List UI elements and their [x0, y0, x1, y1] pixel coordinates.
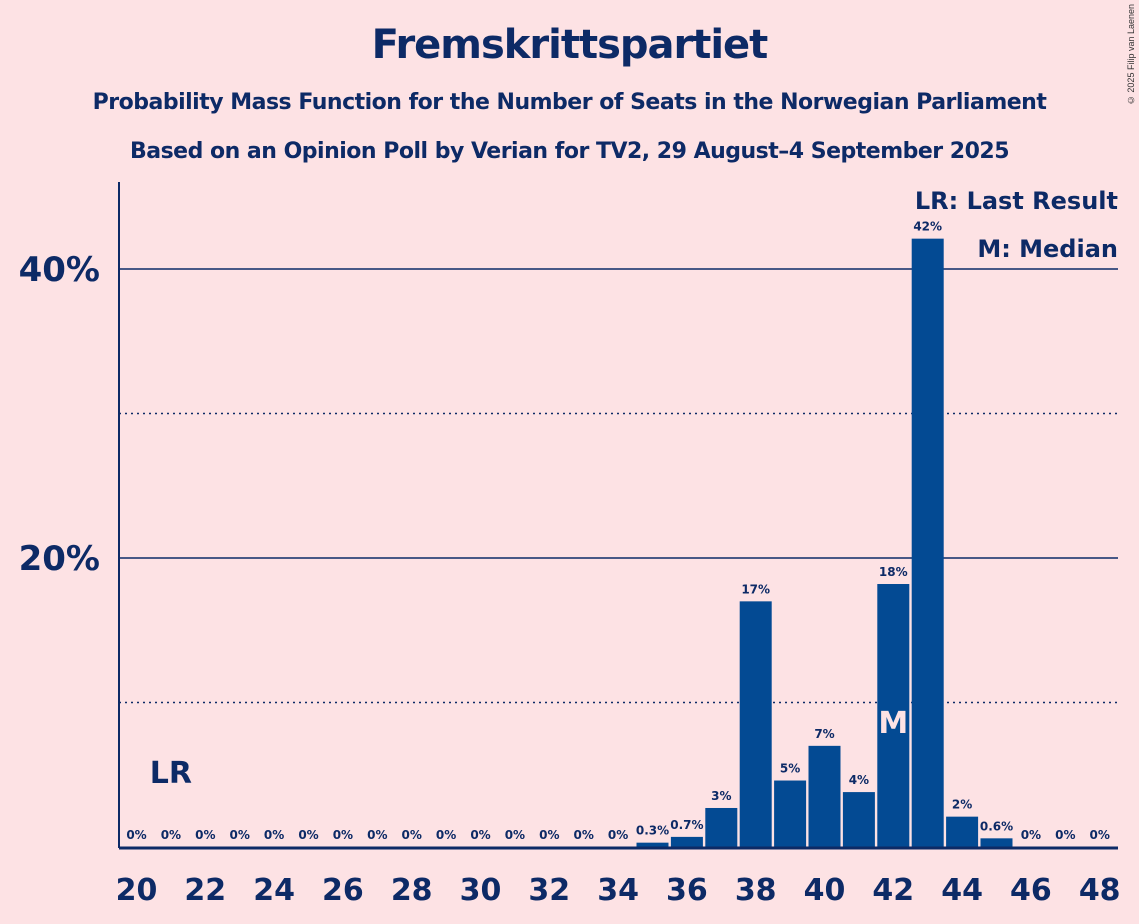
x-tick-label: 42: [872, 873, 914, 908]
data-label: 0%: [505, 828, 525, 842]
x-tick-label: 32: [528, 873, 570, 908]
data-label: 0%: [436, 828, 456, 842]
bar-seat-42: [877, 584, 910, 847]
bar-seat-43: [911, 238, 944, 847]
bar-seat-37: [705, 807, 738, 847]
data-label: 42%: [913, 220, 942, 234]
bar-seat-38: [739, 601, 772, 847]
data-label: 0%: [298, 828, 318, 842]
x-tick-label: 36: [666, 873, 708, 908]
data-label: 0%: [367, 828, 387, 842]
data-label: 0%: [264, 828, 284, 842]
data-label: 18%: [879, 565, 908, 579]
data-label: 7%: [814, 727, 834, 741]
y-tick-label: 40%: [19, 250, 100, 290]
y-tick-label: 20%: [19, 539, 100, 579]
data-label: 5%: [780, 762, 800, 776]
bar-seat-40: [808, 745, 841, 847]
last-result-marker: LR: [150, 756, 192, 791]
x-tick-label: 38: [735, 873, 777, 908]
data-labels: 0% 0% 0% 0% 0% 0% 0% 0% 0% 0% 0% 0% 0% 0% 0% 0.3% 0.7% 3%…: [126, 220, 1110, 842]
y-tick-labels: 20% 40%: [19, 250, 100, 579]
data-label: 4%: [849, 773, 869, 787]
bar-seat-35: [636, 842, 669, 847]
x-tick-label: 20: [116, 873, 158, 908]
x-tick-label: 44: [941, 873, 983, 908]
data-label: 0.3%: [636, 824, 669, 838]
data-label: 2%: [952, 798, 972, 812]
chart-subtitle: Probability Mass Function for the Number…: [92, 90, 1047, 115]
x-tick-label: 48: [1079, 873, 1121, 908]
bar-seat-39: [774, 780, 807, 847]
data-label: 0%: [608, 828, 628, 842]
chart-title: Fremskrittspartiet: [371, 22, 769, 68]
bars: [636, 238, 1013, 847]
x-tick-label: 46: [1010, 873, 1052, 908]
bar-seat-36: [670, 836, 703, 847]
data-label: 17%: [741, 582, 770, 596]
data-label: 0%: [470, 828, 490, 842]
axes: [118, 182, 1118, 850]
data-label: 0.6%: [980, 819, 1013, 833]
legend-median: M: Median: [977, 235, 1118, 263]
x-tick-label: 26: [322, 873, 364, 908]
data-label: 0%: [539, 828, 559, 842]
bar-seat-41: [842, 792, 875, 847]
data-label: 0%: [333, 828, 353, 842]
x-tick-label: 30: [460, 873, 502, 908]
data-label: 0%: [574, 828, 594, 842]
data-label: 3%: [711, 789, 731, 803]
data-label: 0%: [1055, 828, 1075, 842]
x-tick-label: 28: [391, 873, 433, 908]
data-label: 0%: [161, 828, 181, 842]
chart-source: Based on an Opinion Poll by Verian for T…: [129, 139, 1010, 164]
bar-seat-45: [980, 838, 1013, 847]
x-tick-label: 40: [804, 873, 846, 908]
x-tick-label: 22: [184, 873, 226, 908]
bar-seat-44: [946, 816, 979, 847]
grid-lines: [119, 268, 1118, 704]
data-label: 0%: [402, 828, 422, 842]
x-tick-labels: 20 22 24 26 28 30 32 34 36 38 40 42 44 46 48: [116, 873, 1121, 908]
x-tick-label: 24: [253, 873, 295, 908]
median-marker: M: [878, 706, 908, 741]
data-label: 0%: [1090, 828, 1110, 842]
data-label: 0%: [126, 828, 146, 842]
x-tick-label: 34: [597, 873, 639, 908]
legend-last-result: LR: Last Result: [915, 187, 1118, 215]
data-label: 0.7%: [670, 818, 703, 832]
data-label: 0%: [230, 828, 250, 842]
data-label: 0%: [195, 828, 215, 842]
data-label: 0%: [1021, 828, 1041, 842]
